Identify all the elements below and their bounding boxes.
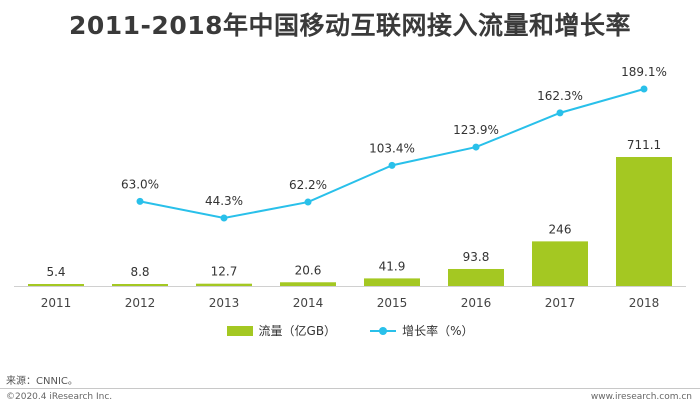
legend-item-growth: 增长率（%） bbox=[370, 322, 473, 339]
x-tick-label-2018: 2018 bbox=[629, 296, 660, 310]
growth-point-2016 bbox=[472, 143, 480, 151]
growth-point-2014 bbox=[304, 198, 312, 206]
x-tick-label-2013: 2013 bbox=[209, 296, 240, 310]
legend-label-traffic: 流量（亿GB） bbox=[258, 324, 337, 338]
chart-legend: 流量（亿GB） 增长率（%） bbox=[0, 322, 700, 339]
copyright-text: ©2020.4 iResearch Inc. bbox=[6, 392, 113, 402]
growth-point-2012 bbox=[136, 197, 144, 205]
bar-2013 bbox=[196, 283, 252, 286]
growth-label-2013: 44.3% bbox=[205, 194, 243, 208]
x-tick-label-2012: 2012 bbox=[125, 296, 156, 310]
bar-label-2018: 711.1 bbox=[627, 138, 661, 152]
growth-label-2014: 62.2% bbox=[289, 178, 327, 192]
growth-point-2018 bbox=[640, 85, 648, 93]
bar-2016 bbox=[448, 268, 504, 286]
growth-point-2015 bbox=[388, 161, 396, 169]
bar-2014 bbox=[280, 282, 336, 286]
footer-divider bbox=[0, 388, 700, 389]
legend-swatch-traffic bbox=[226, 325, 253, 336]
growth-label-2016: 123.9% bbox=[453, 123, 499, 137]
bar-2015 bbox=[364, 278, 420, 286]
bar-2018 bbox=[616, 157, 672, 286]
x-tick-label-2011: 2011 bbox=[41, 296, 72, 310]
bar-label-2016: 93.8 bbox=[463, 250, 490, 264]
x-tick-label-2016: 2016 bbox=[461, 296, 492, 310]
site-url: www.iresearch.com.cn bbox=[590, 392, 692, 402]
growth-label-2017: 162.3% bbox=[537, 89, 583, 103]
bar-label-2017: 246 bbox=[549, 222, 572, 236]
growth-point-2013 bbox=[220, 214, 228, 222]
bar-label-2015: 41.9 bbox=[379, 259, 406, 273]
bar-2012 bbox=[112, 284, 168, 286]
legend-label-growth: 增长率（%） bbox=[402, 324, 474, 338]
bar-label-2014: 20.6 bbox=[295, 263, 322, 277]
growth-label-2012: 63.0% bbox=[121, 177, 159, 191]
bar-label-2011: 5.4 bbox=[46, 265, 65, 279]
source-note: 来源：CNNIC。 bbox=[6, 376, 78, 387]
chart-area: 5.4 2011 8.8 2012 12.7 2013 20.6 2014 41.9 2015 93… bbox=[14, 65, 686, 310]
legend-swatch-growth bbox=[370, 326, 397, 336]
growth-point-2017 bbox=[556, 109, 564, 117]
x-tick-label-2014: 2014 bbox=[293, 296, 324, 310]
legend-item-traffic: 流量（亿GB） bbox=[226, 322, 337, 339]
bar-2017 bbox=[532, 241, 588, 286]
bar-2011 bbox=[28, 284, 84, 286]
bar-label-2013: 12.7 bbox=[211, 265, 238, 279]
bar-label-2012: 8.8 bbox=[130, 265, 149, 279]
growth-label-2015: 103.4% bbox=[369, 141, 415, 155]
x-tick-label-2017: 2017 bbox=[545, 296, 576, 310]
growth-label-2018: 189.1% bbox=[621, 65, 667, 79]
x-tick-label-2015: 2015 bbox=[377, 296, 408, 310]
chart-title: 2011-2018年中国移动互联网接入流量和增长率 bbox=[68, 11, 632, 40]
